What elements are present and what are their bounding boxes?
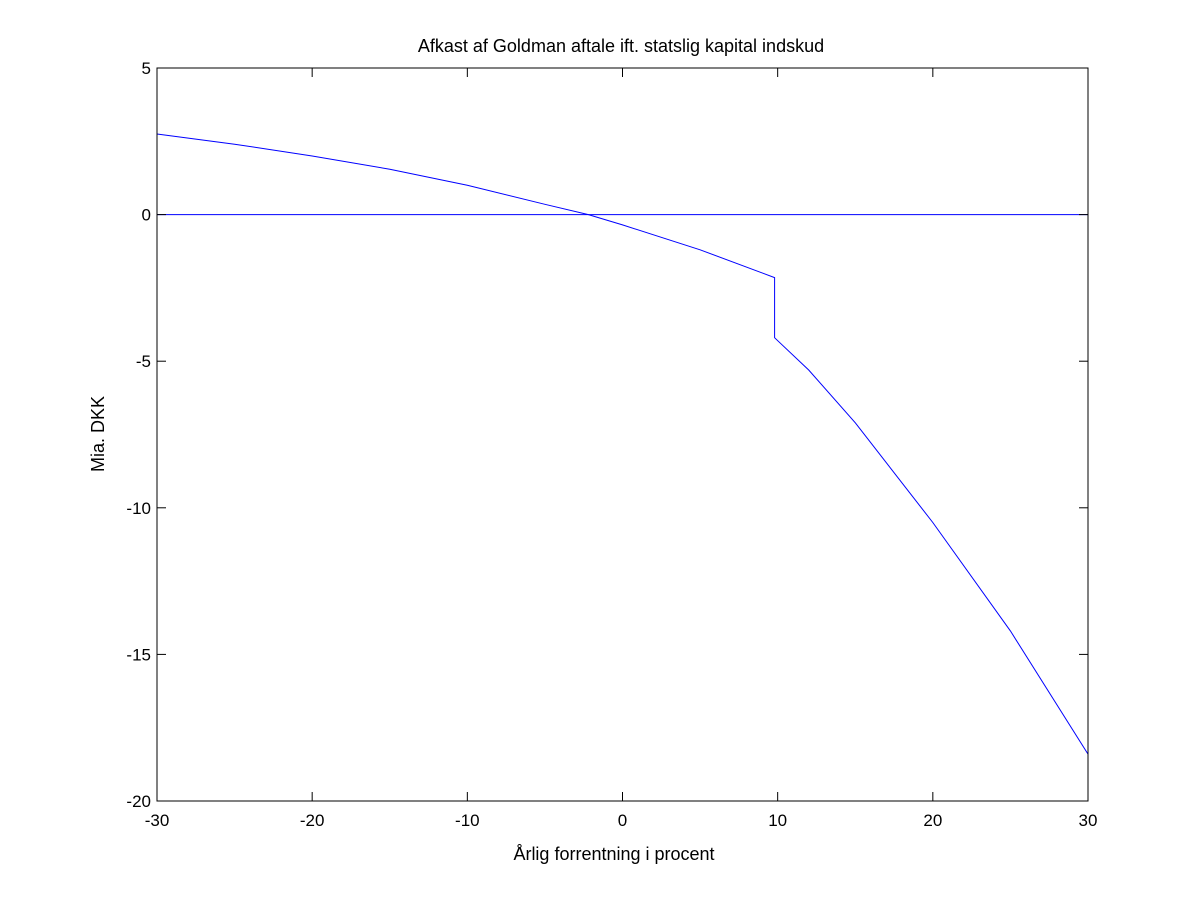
y-axis-label: Mia. DKK (88, 396, 108, 472)
y-tick-label: -10 (126, 499, 151, 518)
series-line-1 (156, 133, 1089, 755)
x-tick-label: 20 (923, 811, 942, 830)
series-layer (156, 133, 1089, 755)
y-tick-label: -15 (126, 645, 151, 664)
x-tick-label: 10 (768, 811, 787, 830)
y-tick-label: -20 (126, 792, 151, 811)
x-tick-label: 0 (618, 811, 627, 830)
x-tick-label: -10 (455, 811, 480, 830)
y-tick-label: 0 (142, 206, 151, 225)
y-tick-label: -5 (136, 352, 151, 371)
x-tick-label: 30 (1079, 811, 1098, 830)
y-tick-label: 5 (142, 59, 151, 78)
x-tick-label: -20 (300, 811, 325, 830)
chart-title: Afkast af Goldman aftale ift. statslig k… (418, 36, 824, 56)
x-axis-label: Årlig forrentning i procent (513, 844, 714, 864)
x-tick-label: -30 (145, 811, 170, 830)
